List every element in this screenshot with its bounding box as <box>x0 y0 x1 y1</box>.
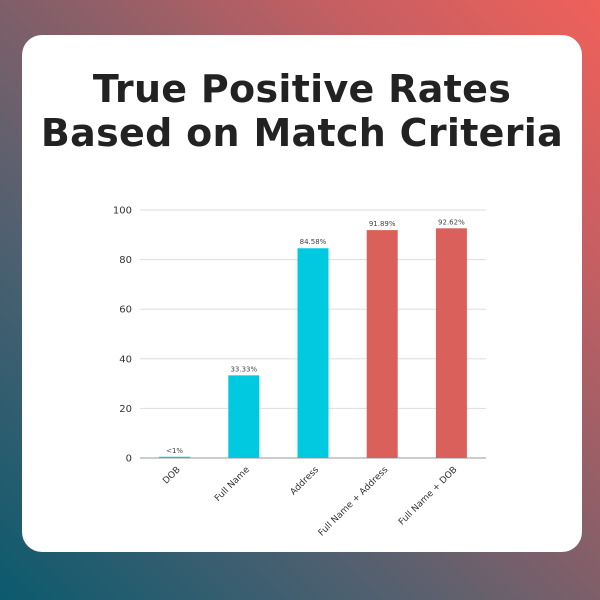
chart-title-line-1: True Positive Rates <box>92 67 512 111</box>
y-tick-label: 40 <box>119 354 132 365</box>
y-tick-label: 60 <box>119 305 132 316</box>
y-tick-label: 100 <box>113 206 132 217</box>
x-tick-label: Address <box>289 465 322 498</box>
y-tick-label: 20 <box>119 404 132 415</box>
data-label: 91.89% <box>369 220 396 228</box>
x-tick-label: DOB <box>161 465 182 486</box>
bar-chart: 0 20 40 60 80 100 <1% DOB 33.33% Full Name 84.58% A… <box>113 206 486 539</box>
bar <box>159 456 191 458</box>
chart-title-line-2: Based on Match Criteria <box>40 111 564 155</box>
data-label: 92.62% <box>438 218 465 226</box>
data-label: 33.33% <box>230 365 257 373</box>
bar <box>435 228 467 458</box>
chart-title: True Positive Rates Based on Match Crite… <box>22 67 582 155</box>
bar <box>366 230 398 458</box>
data-label: <1% <box>166 447 183 455</box>
data-label: 84.58% <box>300 238 327 246</box>
y-tick-label: 80 <box>119 255 132 266</box>
chart-card: True Positive Rates Based on Match Crite… <box>22 35 582 552</box>
bar <box>297 248 329 458</box>
x-tick-label: Full Name + Address <box>317 465 391 539</box>
x-tick-label: Full Name + DOB <box>397 465 459 527</box>
x-tick-label: Full Name <box>213 465 252 504</box>
bar <box>228 375 260 458</box>
y-tick-label: 0 <box>126 454 132 465</box>
